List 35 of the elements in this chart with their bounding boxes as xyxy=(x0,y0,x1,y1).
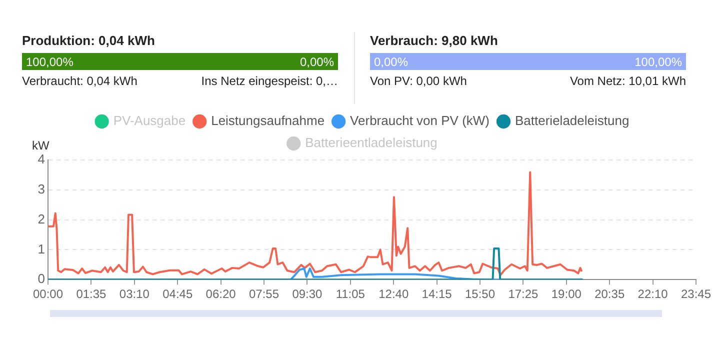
text: Ins Netz eingespeist: 0,… xyxy=(201,74,338,88)
legend-label: PV-Ausgabe xyxy=(113,113,186,128)
text: Produktion: 0,04 kWh xyxy=(22,33,156,50)
y-axis-title: kW xyxy=(32,138,50,152)
x-tick-label: 20:35 xyxy=(594,287,625,302)
progress-gauge: 0,00% 100,00% xyxy=(370,53,686,70)
x-tick-label: 14:15 xyxy=(422,287,452,302)
x-tick-label: 12:40 xyxy=(378,287,409,302)
x-tick-label: 11:05 xyxy=(336,287,366,302)
x-tick-label: 04:45 xyxy=(162,287,193,302)
legend-label: Verbraucht von PV (kW) xyxy=(350,113,490,128)
text: Von PV: 0,00 kWh xyxy=(370,74,467,88)
y-tick-label: 1 xyxy=(38,241,46,256)
legend-label: Batterieentladeleistung xyxy=(305,135,438,150)
y-tick-label: 3 xyxy=(38,181,46,196)
x-tick-label: 17:25 xyxy=(508,287,539,302)
x-tick-label: 19:00 xyxy=(551,287,582,302)
x-tick-label: 07:55 xyxy=(248,287,280,302)
x-tick-label: 23:45 xyxy=(680,287,712,302)
x-tick-label: 01:35 xyxy=(76,287,107,302)
y-tick-label: 2 xyxy=(38,211,46,226)
x-tick-label: 06:20 xyxy=(206,287,236,302)
x-tick-label: 00:00 xyxy=(33,287,64,302)
x-tick-label: 03:10 xyxy=(119,287,150,302)
text: Verbrauch: 9,80 kWh xyxy=(370,33,499,50)
x-tick-label: 09:30 xyxy=(292,287,323,302)
progress-gauge: 100,00% 0,00% xyxy=(22,53,338,70)
x-tick-label: 22:10 xyxy=(638,287,668,302)
text: Vom Netz: 10,01 kWh xyxy=(570,74,686,88)
y-tick-label: 0 xyxy=(38,271,46,286)
x-tick-label: 15:50 xyxy=(464,287,496,302)
legend-label: Batterieladeleistung xyxy=(515,113,630,128)
legend-label: Leistungsaufnahme xyxy=(211,113,325,128)
text: Verbraucht: 0,04 kWh xyxy=(22,74,138,88)
y-tick-label: 4 xyxy=(38,152,46,167)
